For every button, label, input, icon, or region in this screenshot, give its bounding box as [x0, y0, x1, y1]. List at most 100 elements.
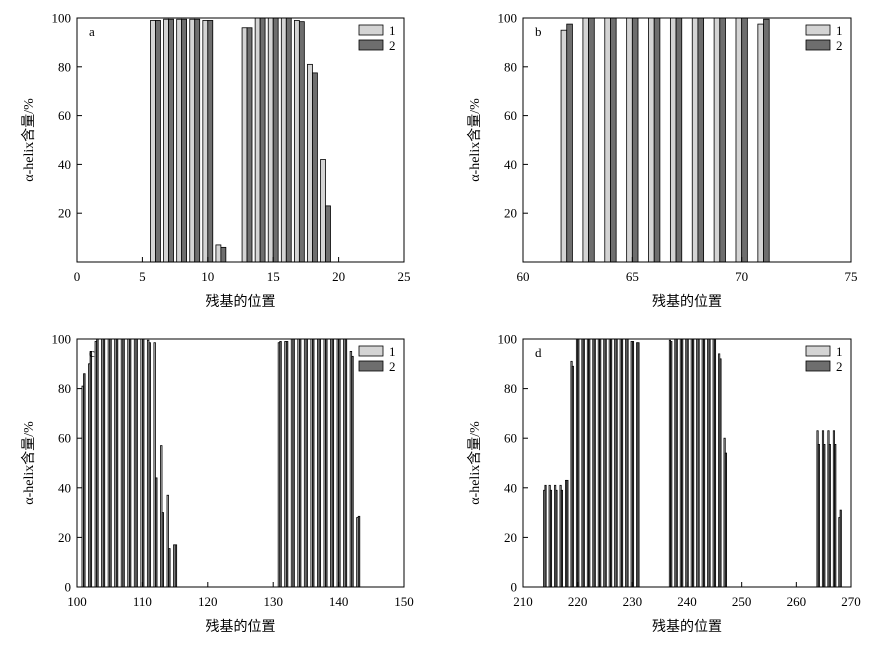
x-tick-label: 65 [626, 269, 639, 284]
legend: 12 [358, 23, 396, 53]
y-tick-label: 40 [58, 480, 71, 495]
y-tick-label: 20 [58, 530, 71, 545]
x-tick-label: 270 [841, 594, 861, 609]
bar-series2-x237 [670, 341, 673, 588]
y-tick-label: 80 [58, 381, 71, 396]
bar-series2-x217 [560, 489, 563, 588]
bar-series1-x65 [626, 17, 633, 263]
bar-series2-x228 [621, 338, 624, 588]
bar-series2-x266 [828, 443, 831, 588]
bar-series2-x247 [724, 452, 727, 588]
bar-series2-x7 [168, 18, 174, 263]
panel-letter: d [535, 345, 542, 360]
bar-series2-x132 [285, 341, 289, 588]
bar-series2-x10 [207, 20, 214, 263]
bar-series2-x239 [681, 338, 684, 588]
x-tick-label: 210 [513, 594, 533, 609]
legend-label-2: 2 [836, 38, 843, 53]
bar-series2-x243 [703, 338, 706, 588]
bar-series2-x15 [272, 17, 279, 263]
bar-series1-x16 [280, 17, 287, 263]
x-axis-title: 残基的位置 [206, 618, 276, 635]
x-axis-title: 残基的位置 [652, 618, 722, 635]
y-tick-label: 100 [498, 11, 518, 26]
bar-series1-x70 [735, 17, 743, 263]
bar-series2-x70 [741, 17, 748, 263]
y-tick-label: 20 [504, 206, 517, 221]
legend-label-2: 2 [389, 38, 396, 53]
bar-series2-x245 [713, 338, 717, 588]
bar-series2-x226 [610, 338, 613, 588]
bar-series2-x11 [220, 246, 227, 263]
bar-series2-x13 [246, 27, 253, 263]
bar-series2-x133 [292, 338, 295, 588]
y-axis-title: α-helix含量/% [21, 98, 37, 182]
bar-series1-x13 [241, 27, 248, 263]
bar-series2-x238 [675, 338, 678, 588]
x-tick-label: 20 [332, 269, 345, 284]
y-tick-label: 20 [58, 206, 71, 221]
bar-series1-x64 [604, 17, 611, 263]
y-tick-label: 100 [52, 11, 72, 26]
bar-series2-x113 [161, 512, 164, 588]
bar-series2-x64 [610, 17, 617, 263]
bar-series2-x106 [115, 338, 119, 588]
y-axis-title: α-helix含量/% [21, 421, 37, 505]
bar-series2-x108 [128, 338, 132, 588]
x-tick-label: 60 [517, 269, 530, 284]
bar-series2-x223 [593, 338, 596, 588]
bar-series2-x240 [686, 338, 689, 588]
bar-series2-x69 [719, 17, 726, 263]
bar-series1-x8 [176, 18, 183, 263]
bar-series1-x6 [150, 20, 156, 263]
bar-series1-x66 [648, 17, 655, 263]
chart-panel-d: 210 220 230 240 250 260 270 0 20 40 60 80 100 残基的位置 α-… [467, 332, 861, 636]
bar-series2-x221 [582, 338, 585, 588]
legend-label-1: 1 [389, 23, 396, 38]
x-tick-label: 15 [267, 269, 280, 284]
bar-series2-x139 [331, 338, 335, 588]
bar-series2-x14 [259, 17, 266, 263]
bar-series2-x9 [194, 18, 201, 263]
legend-label-2: 2 [389, 359, 396, 374]
y-axis-title: α-helix含量/% [467, 421, 483, 505]
bar-series2-x131 [279, 341, 282, 588]
bar-series1-x68 [691, 17, 699, 263]
bar-series1-x7 [163, 18, 169, 263]
bar-series1-x67 [669, 17, 677, 263]
x-tick-label: 220 [568, 594, 588, 609]
x-tick-label: 100 [67, 594, 87, 609]
x-axis-title: 残基的位置 [652, 293, 722, 310]
y-tick-label: 60 [504, 431, 517, 446]
bar-series2-x111 [148, 342, 151, 588]
bar-series2-x19 [325, 205, 331, 263]
bar-series2-x265 [823, 443, 826, 588]
bar-series2-x66 [653, 17, 661, 263]
bar-series2-x244 [708, 338, 711, 588]
plot-frame [76, 338, 405, 588]
y-tick-label: 80 [58, 59, 71, 74]
y-tick-label: 20 [504, 530, 517, 545]
x-tick-label: 240 [677, 594, 697, 609]
bar-series2-x68 [697, 17, 705, 263]
y-tick-label: 100 [52, 332, 72, 347]
plot-frame [76, 17, 405, 263]
legend-swatch-2 [805, 360, 831, 372]
bar-series1-x14 [254, 17, 261, 263]
bar-series1-x19 [320, 159, 326, 263]
legend-swatch-1 [358, 345, 384, 357]
legend-swatch-2 [358, 360, 384, 372]
x-tick-label: 10 [201, 269, 214, 284]
bar-series1-x17 [293, 20, 300, 263]
bar-series2-x6 [155, 20, 161, 263]
bar-series1-x9 [189, 18, 196, 263]
bar-series2-x101 [83, 373, 86, 588]
bar-series1-x15 [267, 17, 274, 263]
bar-series2-x140 [338, 338, 341, 588]
bar-series1-x62 [560, 29, 568, 263]
x-tick-label: 110 [133, 594, 152, 609]
x-tick-label: 0 [74, 269, 81, 284]
y-tick-label: 100 [498, 332, 518, 347]
bar-series2-x110 [141, 338, 145, 588]
